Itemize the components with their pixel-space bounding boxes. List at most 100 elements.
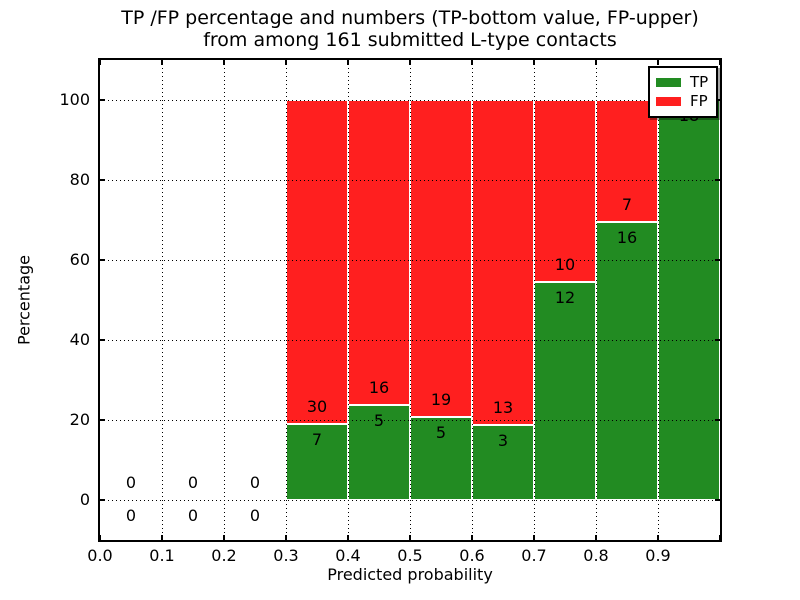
fp-legend-swatch-icon bbox=[656, 97, 681, 106]
y-tick-label: 100 bbox=[59, 90, 90, 109]
tp-count-label: 5 bbox=[373, 410, 385, 430]
x-tick-label: 0.4 bbox=[335, 546, 361, 565]
x-tick-mark bbox=[471, 535, 473, 540]
y-tick-mark bbox=[715, 419, 720, 421]
fp-bar-segment bbox=[286, 100, 348, 425]
tp-count-label: 7 bbox=[311, 430, 323, 450]
legend: TP FP bbox=[648, 66, 719, 118]
x-tick-mark bbox=[223, 60, 225, 65]
fp-count-label: 16 bbox=[368, 377, 390, 397]
tp-legend-swatch-icon bbox=[656, 78, 681, 87]
x-tick-label: 0.7 bbox=[521, 546, 547, 565]
x-tick-mark bbox=[471, 60, 473, 65]
gridline-vertical bbox=[347, 60, 349, 540]
tp-count-label: 0 bbox=[187, 506, 199, 525]
y-tick-mark bbox=[100, 499, 105, 501]
y-tick-mark bbox=[100, 179, 105, 181]
x-tick-mark bbox=[533, 60, 535, 65]
x-tick-mark bbox=[657, 60, 659, 65]
tp-count-label: 5 bbox=[435, 422, 447, 442]
gridline-vertical bbox=[223, 60, 225, 540]
fp-legend-label: FP bbox=[690, 92, 708, 110]
x-tick-mark bbox=[285, 60, 287, 65]
tp-count-label: 0 bbox=[125, 506, 137, 525]
fp-count-label: 0 bbox=[125, 473, 137, 492]
gridline-vertical bbox=[533, 60, 535, 540]
gridline-vertical bbox=[657, 60, 659, 540]
x-tick-mark bbox=[719, 535, 721, 540]
gridline-horizontal bbox=[100, 259, 720, 261]
y-tick-label: 60 bbox=[69, 250, 90, 269]
tp-count-label: 0 bbox=[249, 506, 261, 525]
x-tick-mark bbox=[719, 60, 721, 65]
fp-bar-segment bbox=[410, 100, 472, 417]
x-tick-label: 0.6 bbox=[459, 546, 485, 565]
x-tick-mark bbox=[99, 535, 101, 540]
x-tick-label: 0.8 bbox=[583, 546, 609, 565]
x-tick-mark bbox=[347, 535, 349, 540]
gridline-vertical bbox=[161, 60, 163, 540]
tp-bar-segment bbox=[348, 404, 410, 500]
y-tick-label: 40 bbox=[69, 330, 90, 349]
y-tick-mark bbox=[715, 259, 720, 261]
x-tick-label: 0.9 bbox=[645, 546, 671, 565]
fp-count-label: 19 bbox=[430, 389, 452, 409]
fp-bar-segment bbox=[534, 100, 596, 282]
gridline-vertical bbox=[471, 60, 473, 540]
y-tick-mark bbox=[715, 499, 720, 501]
tp-count-label: 16 bbox=[616, 227, 638, 247]
x-tick-label: 0.3 bbox=[273, 546, 299, 565]
gridline-horizontal bbox=[100, 99, 720, 101]
chart-title-line2: from among 161 submitted L-type contacts bbox=[203, 29, 617, 51]
x-tick-label: 0.1 bbox=[149, 546, 175, 565]
fp-count-label: 0 bbox=[187, 473, 199, 492]
x-tick-mark bbox=[99, 60, 101, 65]
gridline-vertical bbox=[409, 60, 411, 540]
y-tick-mark bbox=[100, 99, 105, 101]
tp-bar-segment bbox=[410, 416, 472, 500]
x-tick-mark bbox=[409, 535, 411, 540]
y-tick-label: 80 bbox=[69, 170, 90, 189]
x-tick-label: 0.0 bbox=[87, 546, 113, 565]
x-tick-mark bbox=[161, 60, 163, 65]
tp-count-label: 3 bbox=[497, 431, 509, 450]
plot-area: 0000003071651951331012716018 bbox=[98, 58, 722, 542]
gridline-horizontal bbox=[100, 179, 720, 181]
fp-count-label: 13 bbox=[492, 398, 514, 417]
x-tick-label: 0.5 bbox=[397, 546, 423, 565]
x-tick-mark bbox=[161, 535, 163, 540]
tp-count-label: 12 bbox=[554, 287, 576, 307]
x-tick-mark bbox=[223, 535, 225, 540]
gridline-vertical bbox=[595, 60, 597, 540]
y-tick-mark bbox=[100, 259, 105, 261]
y-tick-mark bbox=[715, 339, 720, 341]
fp-count-label: 0 bbox=[249, 473, 261, 492]
legend-item-tp: TP bbox=[656, 74, 708, 91]
gridline-horizontal bbox=[100, 339, 720, 341]
x-tick-mark bbox=[595, 535, 597, 540]
chart-title: TP /FP percentage and numbers (TP-bottom… bbox=[100, 7, 720, 51]
x-tick-mark bbox=[595, 60, 597, 65]
y-tick-label: 20 bbox=[69, 410, 90, 429]
gridline-vertical bbox=[285, 60, 287, 540]
gridline-horizontal bbox=[100, 499, 720, 501]
tp-bar-segment bbox=[596, 221, 658, 500]
fp-count-label: 30 bbox=[306, 397, 328, 417]
tp-legend-label: TP bbox=[690, 73, 709, 91]
fp-count-label: 7 bbox=[621, 194, 633, 214]
tp-bar-segment bbox=[286, 424, 348, 500]
x-axis-label: Predicted probability bbox=[327, 565, 493, 584]
gridline-horizontal bbox=[100, 419, 720, 421]
chart-title-line1: TP /FP percentage and numbers (TP-bottom… bbox=[121, 7, 699, 29]
y-tick-mark bbox=[715, 179, 720, 181]
tp-bar-segment bbox=[534, 281, 596, 500]
fp-bar-segment bbox=[348, 100, 410, 405]
tp-bar-segment bbox=[658, 100, 720, 500]
x-tick-mark bbox=[285, 535, 287, 540]
x-tick-mark bbox=[533, 535, 535, 540]
x-tick-mark bbox=[347, 60, 349, 65]
y-tick-mark bbox=[100, 419, 105, 421]
y-tick-mark bbox=[100, 339, 105, 341]
y-tick-label: 0 bbox=[79, 490, 90, 509]
x-tick-mark bbox=[409, 60, 411, 65]
